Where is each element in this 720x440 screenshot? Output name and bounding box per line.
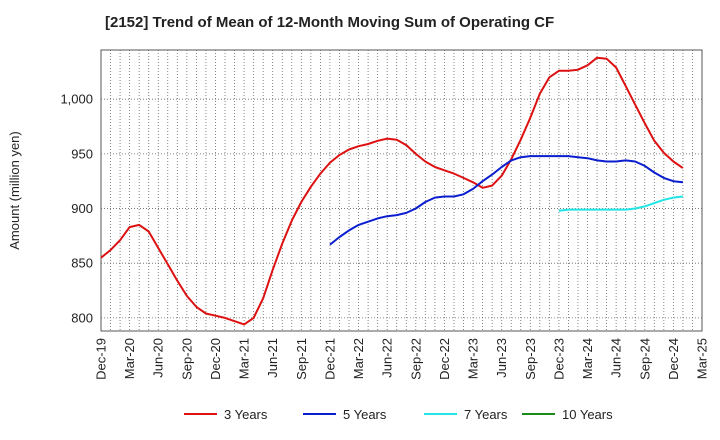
legend-label: 7 Years xyxy=(464,407,508,422)
x-tick-label: Sep-20 xyxy=(179,338,194,380)
series-line-5-years xyxy=(329,155,684,246)
series-line-7-years xyxy=(558,195,684,212)
x-tick-label: Mar-21 xyxy=(237,338,252,379)
plot-area xyxy=(100,49,703,332)
x-tick-label: Dec-24 xyxy=(666,338,681,380)
grid-horizontal xyxy=(101,98,702,319)
x-tick-label: Dec-21 xyxy=(322,338,337,380)
series-line-3-years xyxy=(100,56,684,326)
x-tick-label: Jun-21 xyxy=(265,338,280,378)
y-tick-label: 900 xyxy=(71,201,93,216)
y-tick-label: 800 xyxy=(71,310,93,325)
y-axis-label: Amount (million yen) xyxy=(7,131,22,250)
x-tick-label: Jun-20 xyxy=(151,338,166,378)
x-tick-label: Jun-22 xyxy=(380,338,395,378)
x-tick-label: Sep-21 xyxy=(294,338,309,380)
x-tick-label: Sep-24 xyxy=(637,338,652,380)
legend-label: 3 Years xyxy=(224,407,268,422)
x-tick-label: Jun-24 xyxy=(609,338,624,378)
x-tick-label: Dec-19 xyxy=(94,338,109,380)
x-tick-label: Mar-24 xyxy=(580,338,595,379)
x-tick-label: Jun-23 xyxy=(494,338,509,378)
x-tick-label: Mar-20 xyxy=(122,338,137,379)
x-tick-label: Dec-22 xyxy=(437,338,452,380)
grid-vertical xyxy=(110,50,693,331)
legend-label: 10 Years xyxy=(562,407,613,422)
chart-title: [2152] Trend of Mean of 12-Month Moving … xyxy=(105,14,555,31)
x-tick-label: Sep-22 xyxy=(408,338,423,380)
y-tick-label: 850 xyxy=(71,256,93,271)
x-tick-label: Dec-20 xyxy=(208,338,223,380)
x-tick-label: Mar-25 xyxy=(695,338,710,379)
legend-label: 5 Years xyxy=(343,407,387,422)
y-tick-label: 950 xyxy=(71,146,93,161)
y-tick-label: 1,000 xyxy=(60,92,93,107)
legend: 3 Years 5 Years 7 Years 10 Years xyxy=(184,407,613,422)
x-tick-label: Mar-22 xyxy=(351,338,366,379)
x-tick-label: Sep-23 xyxy=(523,338,538,380)
x-tick-label: Mar-23 xyxy=(466,338,481,379)
x-tick-label: Dec-23 xyxy=(551,338,566,380)
